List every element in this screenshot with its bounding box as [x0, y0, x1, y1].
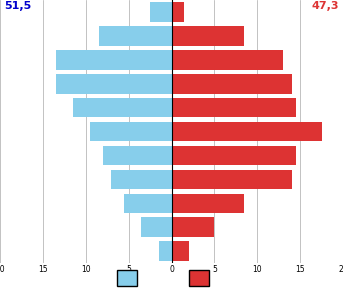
Bar [90, 122, 172, 141]
Bar [172, 241, 189, 261]
Bar [172, 98, 296, 118]
Bar [172, 50, 283, 70]
Bar [111, 170, 172, 189]
Bar [56, 74, 172, 94]
Bar [172, 193, 244, 213]
Bar [99, 26, 172, 46]
Bar [142, 217, 172, 237]
Bar [172, 2, 185, 22]
Bar [158, 241, 172, 261]
Bar [172, 26, 244, 46]
FancyBboxPatch shape [117, 270, 137, 286]
Bar [73, 98, 172, 118]
Bar [172, 146, 296, 165]
Bar [172, 74, 292, 94]
Bar [103, 146, 172, 165]
Bar [150, 2, 172, 22]
Text: 47,3: 47,3 [311, 1, 339, 11]
Bar [172, 217, 214, 237]
Bar [172, 170, 292, 189]
Bar [56, 50, 172, 70]
FancyBboxPatch shape [189, 270, 209, 286]
Bar [172, 122, 322, 141]
Bar [124, 193, 172, 213]
Text: 51,5: 51,5 [4, 1, 32, 11]
